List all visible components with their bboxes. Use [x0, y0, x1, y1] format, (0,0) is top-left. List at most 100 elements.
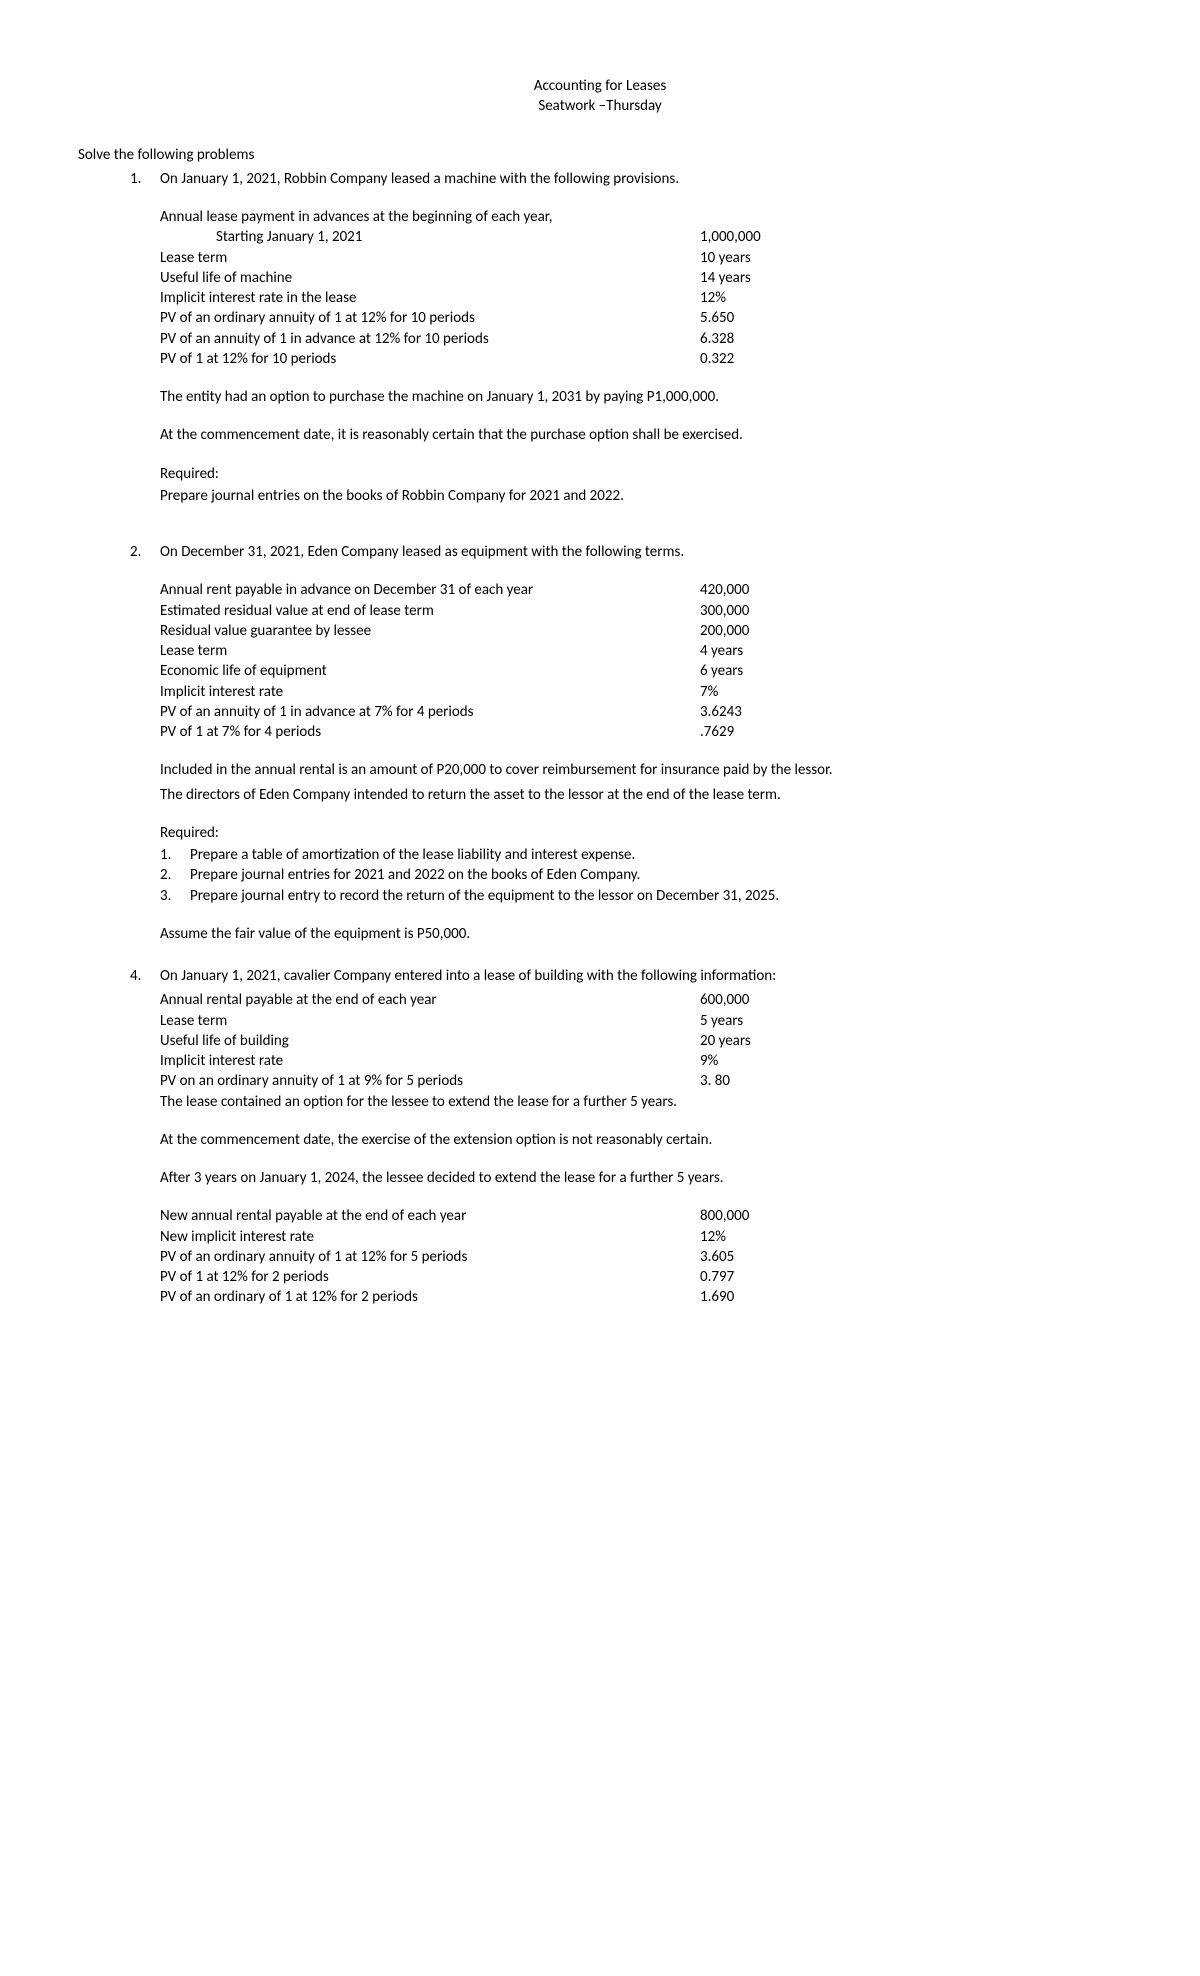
row-label: Lease term: [160, 641, 700, 661]
table-row: PV of an ordinary annuity of 1 at 12% fo…: [160, 308, 1122, 328]
list-item: 2.Prepare journal entries for 2021 and 2…: [160, 865, 1122, 885]
row-value: 4 years: [700, 641, 1122, 661]
row-value: 5.650: [700, 308, 1122, 328]
paragraph: At the commencement date, it is reasonab…: [160, 425, 1122, 445]
row-value: 9%: [700, 1051, 1122, 1071]
row-label: Useful life of machine: [160, 268, 700, 288]
row-label: PV of an ordinary annuity of 1 at 12% fo…: [160, 1247, 700, 1267]
row-value: 10 years: [700, 248, 1122, 268]
problem-1: 1. On January 1, 2021, Robbin Company le…: [130, 169, 1122, 524]
required-label: Required:: [160, 464, 1122, 484]
row-label: PV of an ordinary of 1 at 12% for 2 peri…: [160, 1287, 700, 1307]
row-label: Implicit interest rate: [160, 682, 700, 702]
row-label: PV of an annuity of 1 in advance at 7% f…: [160, 702, 700, 722]
row-value: [700, 207, 1122, 227]
table-row: Annual lease payment in advances at the …: [160, 207, 1122, 227]
table-row: Implicit interest rate9%: [160, 1051, 1122, 1071]
row-label: PV of 1 at 12% for 2 periods: [160, 1267, 700, 1287]
table-row: Lease term10 years: [160, 248, 1122, 268]
row-value: 3.605: [700, 1247, 1122, 1267]
table-row: Annual rent payable in advance on Decemb…: [160, 580, 1122, 600]
list-item: 1.Prepare a table of amortization of the…: [160, 845, 1122, 865]
table-row: New implicit interest rate12%: [160, 1227, 1122, 1247]
row-label: Starting January 1, 2021: [160, 227, 700, 247]
data-table: Annual rental payable at the end of each…: [160, 990, 1122, 1091]
problem-number: 2.: [130, 542, 160, 948]
problem-lead: On December 31, 2021, Eden Company lease…: [160, 542, 1122, 562]
row-label: Annual rental payable at the end of each…: [160, 990, 700, 1010]
table-row: PV on an ordinary annuity of 1 at 9% for…: [160, 1071, 1122, 1091]
required-text: Prepare journal entries on the books of …: [160, 486, 1122, 506]
table-row: Useful life of machine14 years: [160, 268, 1122, 288]
table-row: Economic life of equipment6 years: [160, 661, 1122, 681]
row-label: Annual lease payment in advances at the …: [160, 207, 700, 227]
row-label: PV of an ordinary annuity of 1 at 12% fo…: [160, 308, 700, 328]
table-row: PV of 1 at 12% for 10 periods0.322: [160, 349, 1122, 369]
table-row: Residual value guarantee by lessee200,00…: [160, 621, 1122, 641]
row-label: Annual rent payable in advance on Decemb…: [160, 580, 700, 600]
required-label: Required:: [160, 823, 1122, 843]
row-label: PV of an annuity of 1 in advance at 12% …: [160, 329, 700, 349]
problem-4: 4. On January 1, 2021, cavalier Company …: [130, 966, 1122, 1308]
row-label: Residual value guarantee by lessee: [160, 621, 700, 641]
row-label: Lease term: [160, 248, 700, 268]
row-value: 6 years: [700, 661, 1122, 681]
list-item: 3.Prepare journal entry to record the re…: [160, 886, 1122, 906]
table-row: PV of 1 at 12% for 2 periods0.797: [160, 1267, 1122, 1287]
row-value: 200,000: [700, 621, 1122, 641]
data-table: New annual rental payable at the end of …: [160, 1206, 1122, 1307]
problem-number: 4.: [130, 966, 160, 1308]
paragraph: At the commencement date, the exercise o…: [160, 1130, 1122, 1150]
item-text: Prepare a table of amortization of the l…: [190, 845, 1122, 865]
required-list: 1.Prepare a table of amortization of the…: [160, 845, 1122, 906]
item-text: Prepare journal entries for 2021 and 202…: [190, 865, 1122, 885]
row-value: 3.6243: [700, 702, 1122, 722]
row-value: 12%: [700, 1227, 1122, 1247]
table-row: New annual rental payable at the end of …: [160, 1206, 1122, 1226]
row-value: .7629: [700, 722, 1122, 742]
note: The lease contained an option for the le…: [160, 1092, 1122, 1112]
table-row: Useful life of building20 years: [160, 1031, 1122, 1051]
row-label: PV on an ordinary annuity of 1 at 9% for…: [160, 1071, 700, 1091]
row-value: 14 years: [700, 268, 1122, 288]
row-value: 6.328: [700, 329, 1122, 349]
document-header: Accounting for Leases Seatwork –Thursday: [78, 76, 1122, 117]
header-title: Accounting for Leases: [78, 76, 1122, 96]
paragraph: The entity had an option to purchase the…: [160, 387, 1122, 407]
row-value: 1.690: [700, 1287, 1122, 1307]
row-value: 5 years: [700, 1011, 1122, 1031]
item-text: Prepare journal entry to record the retu…: [190, 886, 1122, 906]
assume-text: Assume the fair value of the equipment i…: [160, 924, 1122, 944]
problem-lead: On January 1, 2021, Robbin Company lease…: [160, 169, 1122, 189]
problem-lead: On January 1, 2021, cavalier Company ent…: [160, 966, 1122, 986]
table-row: PV of an annuity of 1 in advance at 7% f…: [160, 702, 1122, 722]
header-subtitle: Seatwork –Thursday: [78, 96, 1122, 116]
row-value: 600,000: [700, 990, 1122, 1010]
table-row: PV of an annuity of 1 in advance at 12% …: [160, 329, 1122, 349]
row-label: Economic life of equipment: [160, 661, 700, 681]
row-value: 3. 80: [700, 1071, 1122, 1091]
table-row: Implicit interest rate7%: [160, 682, 1122, 702]
row-value: 7%: [700, 682, 1122, 702]
row-value: 420,000: [700, 580, 1122, 600]
paragraph: Included in the annual rental is an amou…: [160, 760, 1122, 780]
paragraph: After 3 years on January 1, 2024, the le…: [160, 1168, 1122, 1188]
row-label: New annual rental payable at the end of …: [160, 1206, 700, 1226]
table-row: Lease term5 years: [160, 1011, 1122, 1031]
table-row: Starting January 1, 20211,000,000: [160, 227, 1122, 247]
table-row: PV of 1 at 7% for 4 periods.7629: [160, 722, 1122, 742]
row-label: PV of 1 at 12% for 10 periods: [160, 349, 700, 369]
row-value: 0.322: [700, 349, 1122, 369]
row-value: 12%: [700, 288, 1122, 308]
table-row: Annual rental payable at the end of each…: [160, 990, 1122, 1010]
row-label: Implicit interest rate: [160, 1051, 700, 1071]
data-table: Annual lease payment in advances at the …: [160, 207, 1122, 369]
row-label: New implicit interest rate: [160, 1227, 700, 1247]
table-row: PV of an ordinary of 1 at 12% for 2 peri…: [160, 1287, 1122, 1307]
row-value: 0.797: [700, 1267, 1122, 1287]
row-value: 800,000: [700, 1206, 1122, 1226]
row-label: Implicit interest rate in the lease: [160, 288, 700, 308]
row-label: PV of 1 at 7% for 4 periods: [160, 722, 700, 742]
table-row: Lease term4 years: [160, 641, 1122, 661]
paragraph: The directors of Eden Company intended t…: [160, 785, 1122, 805]
